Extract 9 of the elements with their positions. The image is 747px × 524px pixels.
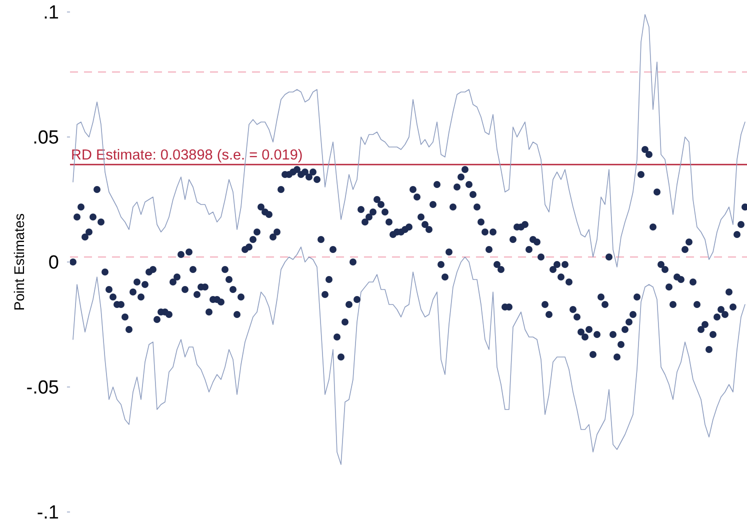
ref-line-label: RD Estimate: 0.03898 (s.e. = 0.019) (71, 148, 303, 164)
y-tick-label: -.05 (26, 378, 59, 399)
y-tick-label: .05 (32, 128, 59, 149)
y-axis-title: Point Estimates (11, 213, 27, 311)
line-series (72, 14, 746, 268)
y-tick-label: .1 (43, 2, 59, 24)
y-tick-label: 0 (48, 252, 59, 274)
line-series (72, 246, 746, 465)
y-tick-label: -.1 (36, 502, 59, 524)
